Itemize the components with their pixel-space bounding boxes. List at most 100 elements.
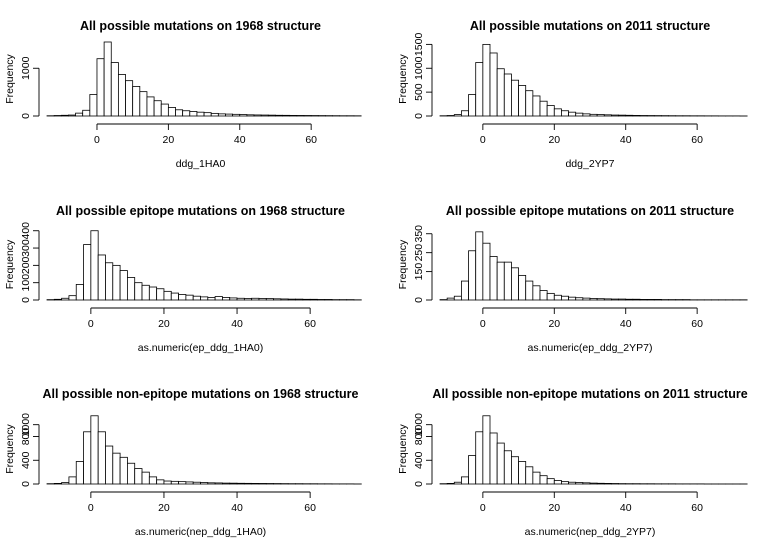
histogram-bar — [280, 298, 289, 301]
histogram-bar — [200, 296, 209, 301]
histogram-bar — [68, 476, 77, 485]
x-axis-label: as.numeric(nep_ddg_1HA0) — [135, 526, 266, 538]
histogram-bar — [185, 481, 194, 485]
y-tick-label: 500 — [413, 83, 425, 101]
histogram-bar — [210, 112, 219, 117]
x-tick-label: 20 — [158, 318, 170, 330]
x-axis-label: ddg_2YP7 — [565, 158, 614, 170]
x-tick-label: 60 — [304, 318, 316, 330]
x-tick-label: 60 — [691, 502, 703, 514]
histogram-bar — [496, 68, 505, 117]
histogram-bar — [153, 100, 162, 117]
histogram-bar — [196, 111, 205, 117]
histogram-bar — [214, 482, 223, 485]
x-tick-label: 0 — [88, 318, 94, 330]
histogram-bar — [112, 264, 121, 301]
histogram-bar — [192, 481, 201, 485]
histogram-bar — [568, 111, 577, 117]
histogram-bar — [453, 114, 462, 117]
histogram-bar — [178, 481, 187, 485]
histogram-bar — [546, 292, 555, 301]
histogram-bar — [546, 105, 555, 117]
histogram-bar — [575, 112, 584, 117]
histogram-bar — [553, 108, 562, 117]
chart-title: All possible mutations on 1968 structure — [80, 19, 321, 33]
x-axis-label: as.numeric(ep_ddg_2YP7) — [528, 342, 653, 354]
y-tick-label: 0 — [20, 297, 32, 303]
histogram-bar — [482, 242, 491, 301]
histogram-bar — [546, 478, 555, 485]
histogram-bar — [525, 90, 534, 117]
histogram-bar — [90, 230, 99, 301]
histogram-bar — [496, 261, 505, 301]
x-tick-label: 20 — [548, 318, 560, 330]
x-tick-label: 40 — [620, 318, 632, 330]
histogram-bar — [309, 298, 318, 301]
y-tick-label: 0 — [413, 481, 425, 487]
histogram-bar — [482, 415, 491, 485]
x-tick-label: 0 — [480, 134, 486, 146]
y-tick-label: 1000 — [20, 56, 32, 80]
y-tick-label: 150 — [413, 263, 425, 281]
histogram-bar — [132, 86, 141, 117]
histogram-bar — [251, 297, 260, 301]
x-axis-label: ddg_1HA0 — [176, 158, 226, 170]
histogram-bar — [461, 476, 469, 485]
histogram-bar — [453, 295, 462, 301]
histogram-bar — [258, 483, 267, 485]
histogram-bar — [568, 296, 577, 301]
histogram-bar — [246, 114, 255, 117]
histogram-bar — [596, 482, 605, 485]
histogram-bar — [618, 114, 627, 117]
histogram-bar — [302, 298, 311, 301]
histogram-bar — [603, 483, 612, 485]
y-axis-label: Frequency — [397, 53, 409, 103]
histogram-bar — [296, 115, 305, 117]
histogram-bar — [105, 262, 114, 301]
histogram-bar — [539, 475, 548, 485]
histogram-bar — [446, 297, 455, 301]
histogram-bar — [482, 43, 491, 117]
histogram-bar — [119, 456, 128, 485]
histogram-bar — [97, 431, 106, 485]
histogram-bar — [225, 113, 234, 117]
x-tick-label: 60 — [691, 318, 703, 330]
chart-title: All possible mutations on 2011 structure — [470, 19, 710, 33]
histogram-bar — [222, 297, 231, 301]
histogram-bar — [251, 483, 260, 485]
y-tick-label: 1000 — [20, 413, 32, 437]
histogram-bar — [125, 80, 134, 117]
y-tick-label: 350 — [413, 225, 425, 243]
histogram-bar — [97, 254, 106, 301]
histogram-bar — [589, 482, 598, 485]
histogram-panel-1: All possible mutations on 1968 structure… — [4, 19, 362, 170]
histogram-bar — [134, 468, 143, 485]
histogram-bar — [110, 62, 119, 117]
histogram-bar — [632, 115, 641, 117]
histogram-bar — [625, 298, 634, 301]
histogram-bar — [275, 114, 284, 117]
histogram-bar — [575, 482, 584, 485]
histogram-bar — [200, 482, 209, 485]
histogram-bar — [475, 62, 484, 117]
y-tick-label: 400 — [20, 222, 32, 240]
histogram-bar — [141, 471, 150, 485]
histogram-bar — [561, 481, 569, 485]
histogram-bar — [518, 85, 527, 117]
histogram-bar — [185, 294, 194, 301]
y-tick-label: 300 — [20, 239, 32, 257]
histogram-panel-4: All possible epitope mutations on 2011 s… — [397, 204, 748, 354]
histogram-bar — [258, 298, 267, 301]
histogram-bar — [539, 100, 548, 117]
histogram-bar — [214, 296, 223, 301]
histogram-bar — [525, 280, 534, 301]
histogram-bar — [489, 256, 498, 301]
y-tick-label: 0 — [20, 481, 32, 487]
histogram-bar — [75, 461, 84, 485]
histogram-bar — [89, 94, 98, 117]
x-tick-label: 0 — [480, 502, 486, 514]
x-tick-label: 0 — [94, 134, 100, 146]
y-axis-label: Frequency — [4, 53, 16, 103]
histogram-bar — [112, 452, 121, 485]
histogram-bar — [203, 112, 212, 117]
